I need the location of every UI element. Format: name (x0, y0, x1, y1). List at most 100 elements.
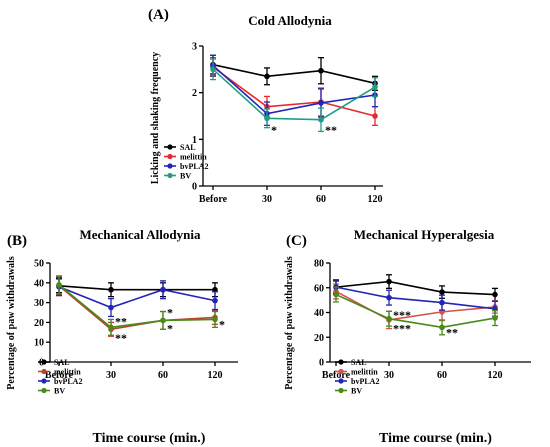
legend-marker (41, 378, 47, 384)
series-line (335, 293, 496, 329)
series-melittin (56, 276, 218, 337)
chart-panel-1: (A) Cold Allodynia Licking and shaking fre… (148, 7, 383, 205)
series-melittin (210, 57, 378, 126)
x-tick-label: 60 (158, 370, 168, 381)
legend-label: melittin (180, 153, 207, 162)
y-tick-label: 20 (314, 333, 324, 344)
significance-mark: * (167, 306, 173, 320)
series-line (58, 286, 216, 309)
data-point (439, 324, 445, 331)
y-tick-label: 10 (34, 338, 44, 349)
data-point (318, 116, 324, 123)
significance-mark: ** (115, 331, 127, 345)
data-point (56, 281, 62, 288)
y-tick-label: 0 (39, 358, 44, 369)
series-line (335, 286, 496, 310)
data-point (372, 113, 378, 119)
data-point (212, 316, 218, 323)
x-tick-label: 30 (262, 194, 272, 205)
y-tick-label: 3 (192, 42, 197, 53)
y-tick-label: 50 (34, 259, 44, 270)
y-tick-label: 1 (192, 135, 197, 146)
x-tick-label: 30 (384, 370, 394, 381)
series-bvPLA2 (56, 277, 218, 318)
y-tick-label: 40 (34, 278, 44, 289)
data-point (492, 315, 498, 321)
series-line (212, 68, 376, 121)
x-axis-label: Time course (min.) (379, 431, 492, 446)
legend-label: melittin (351, 368, 378, 377)
legend-marker (167, 144, 173, 150)
series-line (212, 66, 376, 117)
series-line (58, 284, 215, 291)
chart-panel-2: (B) Mechanical Allodynia Percentage of paw… (6, 227, 238, 446)
series-SAL (333, 274, 498, 302)
chart-title: Mechanical Allodynia (80, 227, 201, 242)
data-point (160, 286, 166, 293)
legend-label: bvPLA2 (54, 377, 82, 386)
legend-label: SAL (54, 358, 70, 367)
data-point (318, 100, 324, 106)
data-point (264, 115, 270, 122)
significance-mark: ** (115, 314, 127, 328)
x-tick-label: 120 (208, 370, 223, 381)
y-tick-label: 60 (314, 283, 324, 294)
series-SAL (56, 278, 218, 298)
series-line (58, 284, 216, 329)
data-point (210, 66, 216, 73)
legend-label: bvPLA2 (180, 162, 208, 171)
x-tick-label: 60 (437, 370, 447, 381)
y-axis-label: Percentage of paw withdrawals (284, 256, 295, 390)
legend-marker (338, 378, 344, 384)
legend-label: BV (180, 172, 191, 181)
significance-mark: ** (446, 325, 458, 339)
data-point (386, 294, 392, 301)
series-line (212, 65, 376, 115)
series-line (212, 63, 376, 85)
series-line (335, 290, 496, 321)
legend-label: BV (351, 387, 362, 396)
legend-marker (338, 368, 344, 375)
legend-label: SAL (351, 358, 367, 367)
legend-marker (41, 359, 47, 365)
axes (199, 45, 383, 190)
data-point (108, 304, 114, 311)
data-point (386, 315, 392, 322)
data-point (212, 297, 218, 304)
y-tick-label: 0 (192, 182, 197, 193)
data-point (264, 73, 270, 80)
legend-marker (338, 387, 344, 394)
significance-mark: * (271, 123, 277, 137)
x-tick-label: Before (199, 194, 228, 205)
significance-mark: * (219, 317, 225, 331)
x-tick-label: 120 (488, 370, 503, 381)
y-axis-label: Percentage of paw withdrawals (6, 256, 17, 390)
y-tick-label: 40 (314, 308, 324, 319)
data-point (439, 289, 445, 295)
x-tick-label: 30 (106, 370, 116, 381)
significance-mark: * (167, 321, 173, 335)
legend-marker (41, 387, 47, 394)
significance-mark: ** (325, 123, 337, 137)
y-tick-label: 20 (34, 318, 44, 329)
data-point (372, 84, 378, 90)
series-BV (210, 58, 378, 133)
legend-marker (167, 153, 173, 160)
data-point (160, 317, 166, 324)
data-point (386, 278, 392, 285)
axes (46, 262, 238, 366)
y-tick-label: 80 (314, 259, 324, 270)
series-line (335, 280, 496, 296)
data-point (439, 299, 445, 306)
y-tick-label: 0 (319, 358, 324, 369)
x-tick-label: 120 (368, 194, 383, 205)
y-tick-label: 30 (34, 298, 44, 309)
legend-marker (41, 368, 47, 375)
data-point (108, 324, 114, 331)
data-point (492, 291, 498, 298)
y-axis-label: Licking and shaking frequency (150, 52, 161, 184)
series-line (58, 285, 216, 331)
x-tick-label: Before (45, 370, 74, 381)
